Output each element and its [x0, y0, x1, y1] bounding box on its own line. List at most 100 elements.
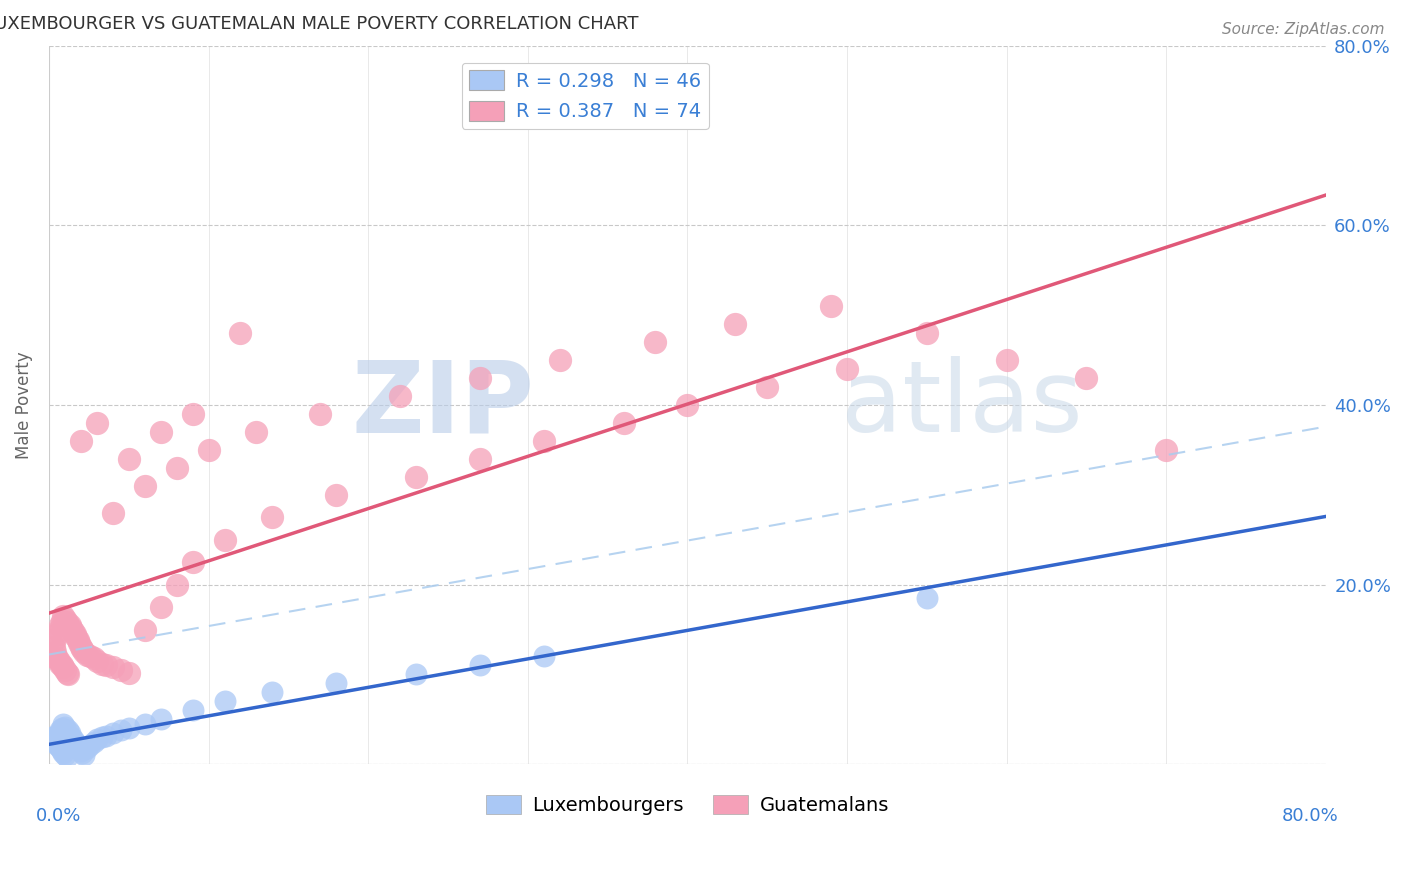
Point — [110, 663, 132, 677]
Point — [262, 510, 284, 524]
Point — [46, 627, 69, 641]
Point — [41, 649, 63, 664]
Point — [67, 741, 90, 756]
Point — [533, 649, 555, 664]
Point — [229, 326, 252, 340]
Point — [73, 645, 96, 659]
Point — [56, 667, 79, 681]
Point — [214, 694, 236, 708]
Point — [76, 741, 98, 756]
Point — [915, 326, 938, 340]
Point — [468, 371, 491, 385]
Point — [1076, 371, 1098, 385]
Point — [66, 739, 89, 754]
Point — [49, 657, 72, 671]
Point — [49, 618, 72, 632]
Point — [756, 380, 779, 394]
Point — [90, 731, 112, 745]
Point — [44, 645, 66, 659]
Point — [309, 407, 332, 421]
Point — [181, 703, 204, 717]
Point — [70, 434, 93, 448]
Point — [118, 451, 141, 466]
Point — [51, 744, 73, 758]
Point — [468, 451, 491, 466]
Point — [49, 723, 72, 738]
Text: 80.0%: 80.0% — [1282, 807, 1339, 825]
Point — [134, 623, 156, 637]
Point — [48, 739, 70, 754]
Point — [42, 735, 65, 749]
Point — [405, 667, 427, 681]
Point — [644, 335, 666, 350]
Point — [62, 624, 84, 639]
Point — [548, 353, 571, 368]
Point — [262, 685, 284, 699]
Point — [325, 488, 347, 502]
Point — [79, 738, 101, 752]
Point — [65, 738, 87, 752]
Point — [149, 712, 172, 726]
Point — [149, 600, 172, 615]
Legend: R = 0.298   N = 46, R = 0.387   N = 74: R = 0.298 N = 46, R = 0.387 N = 74 — [461, 62, 709, 129]
Point — [44, 732, 66, 747]
Point — [468, 658, 491, 673]
Text: 0.0%: 0.0% — [37, 807, 82, 825]
Point — [79, 649, 101, 664]
Point — [83, 735, 105, 749]
Point — [181, 407, 204, 421]
Point — [214, 533, 236, 547]
Point — [52, 660, 75, 674]
Point — [118, 665, 141, 680]
Point — [72, 747, 94, 761]
Y-axis label: Male Poverty: Male Poverty — [15, 351, 32, 458]
Point — [676, 398, 699, 412]
Point — [96, 729, 118, 743]
Point — [389, 389, 412, 403]
Point — [51, 722, 73, 736]
Point — [53, 663, 76, 677]
Point — [53, 612, 76, 626]
Point — [197, 442, 219, 457]
Point — [52, 609, 75, 624]
Point — [149, 425, 172, 439]
Point — [48, 726, 70, 740]
Point — [995, 353, 1018, 368]
Point — [118, 722, 141, 736]
Point — [46, 651, 69, 665]
Point — [405, 470, 427, 484]
Point — [55, 750, 77, 764]
Point — [134, 716, 156, 731]
Point — [101, 726, 124, 740]
Point — [48, 654, 70, 668]
Point — [52, 716, 75, 731]
Point — [166, 460, 188, 475]
Point — [59, 618, 82, 632]
Point — [612, 416, 634, 430]
Point — [51, 614, 73, 628]
Point — [59, 726, 82, 740]
Point — [65, 630, 87, 644]
Point — [86, 654, 108, 668]
Point — [42, 640, 65, 655]
Point — [67, 636, 90, 650]
Point — [101, 660, 124, 674]
Point — [101, 506, 124, 520]
Point — [53, 720, 76, 734]
Point — [245, 425, 267, 439]
Point — [44, 632, 66, 646]
Point — [72, 642, 94, 657]
Point — [181, 555, 204, 569]
Point — [90, 657, 112, 671]
Point — [63, 735, 86, 749]
Point — [86, 416, 108, 430]
Point — [915, 591, 938, 606]
Point — [83, 651, 105, 665]
Point — [63, 627, 86, 641]
Point — [56, 723, 79, 738]
Point — [134, 479, 156, 493]
Point — [53, 748, 76, 763]
Point — [76, 648, 98, 662]
Text: Source: ZipAtlas.com: Source: ZipAtlas.com — [1222, 22, 1385, 37]
Point — [820, 299, 842, 313]
